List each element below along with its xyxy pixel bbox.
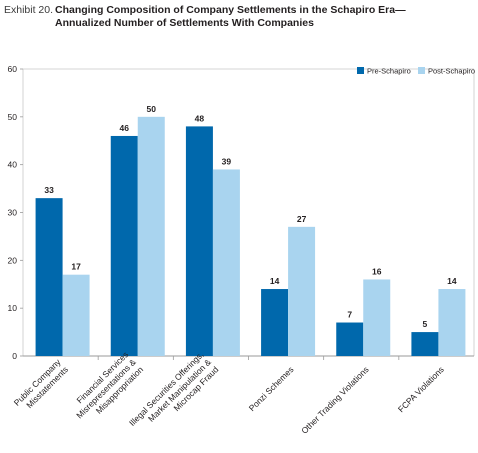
data-label: 14 (447, 276, 457, 286)
y-tick-label: 20 (8, 255, 18, 265)
bar-post-schapiro (62, 274, 90, 356)
category-label: Ponzi Schemes (247, 364, 296, 413)
category-label: Other Trading Violations (299, 364, 370, 435)
data-label: 39 (222, 156, 232, 166)
bar-pre-schapiro (185, 126, 213, 357)
bar-post-schapiro (137, 116, 165, 356)
bar-post-schapiro (288, 226, 316, 356)
data-label: 27 (297, 214, 307, 224)
y-tick-label: 10 (8, 303, 18, 313)
bar-post-schapiro (438, 289, 466, 356)
data-label: 33 (44, 185, 54, 195)
y-tick-label: 50 (8, 112, 18, 122)
category-label: Illegal Securities Offerings,Market Mani… (127, 349, 220, 427)
y-tick-label: 60 (8, 64, 18, 74)
data-label: 5 (423, 319, 428, 329)
category-label-line: Ponzi Schemes (247, 364, 296, 413)
category-label: FCPA Violations (396, 364, 446, 414)
exhibit-label: Exhibit 20. (4, 4, 54, 16)
legend-swatch-pre-schapiro (357, 67, 364, 74)
category-label-line: Market Manipulation & (146, 357, 213, 424)
y-tick-label: 40 (8, 160, 18, 170)
data-label: 7 (347, 310, 352, 320)
y-tick-label: 30 (8, 208, 18, 218)
y-tick-label: 0 (12, 351, 17, 361)
bar-pre-schapiro (261, 289, 289, 356)
data-label: 16 (372, 266, 382, 276)
bar-pre-schapiro (110, 135, 138, 356)
bar-pre-schapiro (336, 322, 364, 356)
data-label: 17 (71, 262, 81, 272)
legend-label: Post-Schapiro (428, 67, 475, 76)
bar-pre-schapiro (411, 332, 439, 356)
data-label: 48 (195, 113, 205, 123)
data-label: 46 (120, 123, 130, 133)
data-label: 14 (270, 276, 280, 286)
data-label: 50 (147, 104, 157, 114)
legend-swatch-post-schapiro (418, 67, 425, 74)
category-label-line: FCPA Violations (396, 364, 446, 414)
bar-pre-schapiro (35, 198, 63, 356)
bar-post-schapiro (363, 279, 391, 356)
category-label-line: Other Trading Violations (299, 364, 370, 435)
bar-post-schapiro (212, 169, 240, 356)
chart-title: Changing Composition of Company Settleme… (55, 4, 406, 29)
legend-label: Pre-Schapiro (367, 67, 411, 76)
